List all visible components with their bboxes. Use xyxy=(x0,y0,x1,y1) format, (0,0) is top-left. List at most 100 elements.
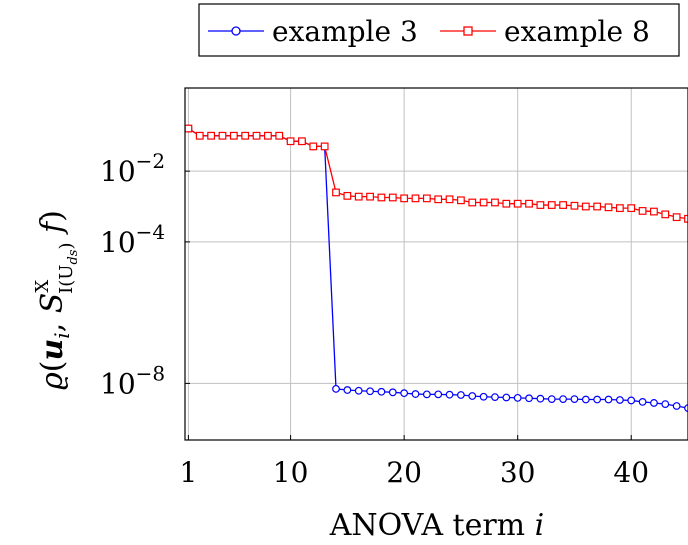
data-point xyxy=(536,394,545,403)
data-point xyxy=(422,390,431,399)
data-point xyxy=(218,131,227,140)
series-line-example-3 xyxy=(188,127,688,409)
data-point xyxy=(547,395,556,403)
data-point xyxy=(298,137,306,146)
y-label-x: X xyxy=(32,280,53,293)
data-point xyxy=(638,207,647,215)
data-point xyxy=(434,390,443,399)
data-point xyxy=(615,204,624,213)
data-point xyxy=(286,137,295,146)
y-label-s: S xyxy=(35,293,70,314)
data-point xyxy=(479,198,488,207)
data-point xyxy=(366,387,374,396)
data-point xyxy=(400,194,409,203)
data-point xyxy=(615,396,624,404)
legend-label-example-8: example 8 xyxy=(504,15,650,48)
x-tick-label: 1 xyxy=(179,456,197,489)
data-point xyxy=(661,210,670,219)
y-label-u: u xyxy=(35,339,70,361)
x-axis-label-text: ANOVA term xyxy=(329,508,525,543)
series-line-example-8 xyxy=(188,127,688,220)
data-point xyxy=(445,390,454,399)
x-tick-label: 20 xyxy=(386,456,422,489)
data-point xyxy=(604,203,613,212)
data-point xyxy=(513,393,522,402)
x-tick-labels: 1 10 20 30 40 xyxy=(179,456,649,489)
data-point xyxy=(491,393,499,401)
data-point xyxy=(422,194,431,203)
data-point xyxy=(343,191,352,200)
x-tick-label: 40 xyxy=(613,456,649,489)
y-tick-label: 10−2 xyxy=(100,149,165,188)
data-point xyxy=(672,402,681,410)
data-point xyxy=(638,397,647,406)
y-tick-labels: 10−2 10−4 10−8 xyxy=(100,149,165,400)
data-point xyxy=(593,202,602,211)
data-point xyxy=(513,199,522,208)
data-point xyxy=(479,392,488,401)
plot-frame xyxy=(184,87,688,441)
data-point xyxy=(457,391,465,399)
y-tick-label: 10−8 xyxy=(100,361,165,400)
series-layer xyxy=(184,124,688,413)
y-label-rho: ϱ xyxy=(35,372,70,390)
legend-entry-example-8: example 8 xyxy=(440,15,650,48)
legend-entry-example-3: example 3 xyxy=(208,15,418,48)
data-point xyxy=(604,395,613,404)
data-point xyxy=(581,395,590,404)
data-point xyxy=(309,142,318,151)
data-point xyxy=(547,201,556,209)
data-point xyxy=(627,204,636,213)
data-point xyxy=(536,201,545,209)
data-point xyxy=(445,195,454,204)
legend-frame xyxy=(198,3,680,57)
y-label-ds: ds xyxy=(66,249,81,264)
data-point xyxy=(252,131,261,140)
data-point xyxy=(195,131,204,140)
data-point xyxy=(332,188,340,197)
x-tick-label: 30 xyxy=(500,456,536,489)
legend-marker-example-3 xyxy=(231,26,241,36)
data-point xyxy=(229,131,238,140)
data-point xyxy=(354,192,363,201)
series-example-3 xyxy=(184,124,688,413)
data-point xyxy=(661,400,670,408)
x-axis-label-var: i xyxy=(535,508,545,543)
data-point xyxy=(400,389,409,398)
y-label-sub: I(U xyxy=(56,265,77,294)
data-point xyxy=(263,131,272,140)
data-point xyxy=(388,388,397,397)
data-point xyxy=(559,201,568,209)
data-point xyxy=(354,386,363,395)
data-point xyxy=(366,192,374,201)
data-point xyxy=(411,390,420,398)
data-point xyxy=(468,198,477,207)
data-point xyxy=(650,399,658,407)
data-point xyxy=(388,193,397,202)
data-point xyxy=(332,384,340,393)
data-point xyxy=(457,196,465,205)
data-point xyxy=(684,214,688,223)
data-point xyxy=(377,387,386,396)
y-axis-label: ϱ(ui, SX I(Uds) f) xyxy=(32,210,81,390)
grid xyxy=(185,88,688,440)
data-point xyxy=(672,213,681,222)
y-label-sub-close: ) xyxy=(56,242,77,249)
data-point xyxy=(343,386,352,394)
data-point xyxy=(593,395,602,404)
legend: example 3 example 8 xyxy=(198,3,680,57)
data-point xyxy=(559,395,568,403)
legend-label-example-3: example 3 xyxy=(272,15,418,48)
data-point xyxy=(502,393,511,402)
series-example-8 xyxy=(184,124,688,223)
y-label-comma: , xyxy=(35,313,70,332)
data-point xyxy=(581,202,590,211)
data-point xyxy=(570,201,579,210)
data-point xyxy=(627,396,636,405)
data-point xyxy=(184,124,193,133)
data-point xyxy=(525,199,533,208)
data-point xyxy=(525,394,533,403)
data-point xyxy=(377,193,386,202)
y-tick-label: 10−4 xyxy=(100,220,165,259)
